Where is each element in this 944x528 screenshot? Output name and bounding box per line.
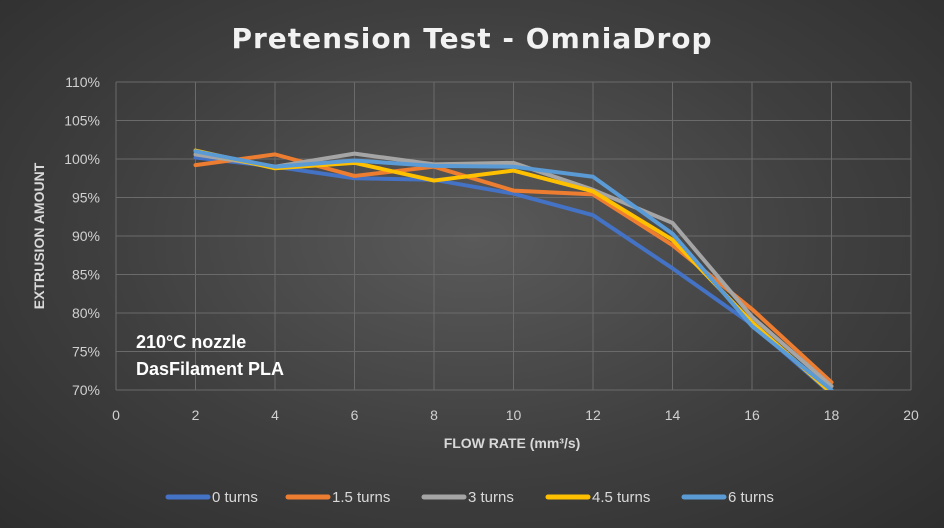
y-axis-title: EXTRUSION AMOUNT <box>31 162 47 309</box>
legend-label: 3 turns <box>468 489 514 506</box>
annotation-filament: DasFilament PLA <box>136 359 284 379</box>
tick-layer: 70% 75% 80% 85% 90% 95% 100% 105% 110% 0 2 4 6 8 10 12 1… <box>64 74 919 423</box>
x-tick-label: 4 <box>271 407 279 423</box>
legend-item: 1.5 turns <box>285 489 390 506</box>
legend-label: 4.5 turns <box>592 489 650 506</box>
legend-label: 0 turns <box>212 489 258 506</box>
x-tick-label: 14 <box>665 407 681 423</box>
legend-item: 0 turns <box>165 489 258 506</box>
series-layer <box>193 148 834 390</box>
legend: 0 turns 1.5 turns 3 turns 4.5 turns 6 turns <box>165 489 774 506</box>
x-tick-label: 2 <box>192 407 200 423</box>
series-line-6-turns <box>193 149 834 390</box>
y-tick-label: 90% <box>72 228 100 244</box>
x-tick-label: 8 <box>430 407 438 423</box>
annotation-nozzle: 210°C nozzle <box>136 332 246 352</box>
grid-layer <box>115 81 912 391</box>
legend-item: 4.5 turns <box>545 489 650 506</box>
x-tick-label: 6 <box>351 407 359 423</box>
x-tick-label: 0 <box>112 407 120 423</box>
x-tick-label: 16 <box>744 407 760 423</box>
x-tick-label: 18 <box>824 407 840 423</box>
series-line-3-turns <box>193 151 834 389</box>
y-tick-label: 110% <box>65 74 100 90</box>
x-tick-label: 20 <box>903 407 919 423</box>
y-tick-label: 80% <box>72 305 100 321</box>
x-tick-label: 12 <box>585 407 601 423</box>
x-tick-label: 10 <box>506 407 522 423</box>
legend-item: 3 turns <box>421 489 514 506</box>
series-line-0-turns <box>193 155 831 390</box>
x-axis-title: FLOW RATE (mm³/s) <box>444 435 581 451</box>
y-tick-label: 70% <box>72 382 100 398</box>
legend-label: 6 turns <box>728 489 774 506</box>
y-tick-label: 85% <box>72 267 100 283</box>
y-tick-label: 105% <box>64 113 100 129</box>
y-tick-label: 95% <box>72 190 100 206</box>
chart-title: Pretension Test - OmniaDrop <box>231 22 712 55</box>
legend-label: 1.5 turns <box>332 489 390 506</box>
legend-item: 6 turns <box>681 489 774 506</box>
y-tick-label: 75% <box>72 344 100 360</box>
y-tick-label: 100% <box>64 151 100 167</box>
